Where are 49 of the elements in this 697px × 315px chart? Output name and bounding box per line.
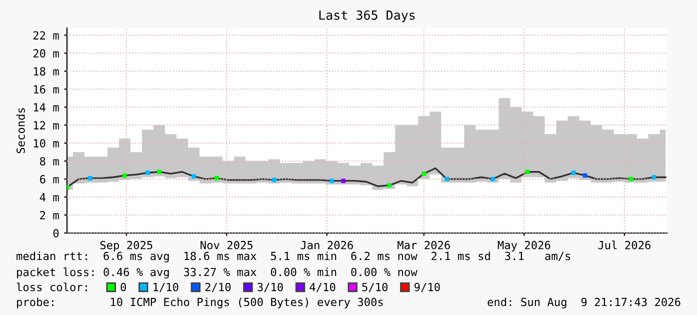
legend-label: 0 [120, 282, 126, 292]
x-tick-label: Jan 2026 [300, 240, 353, 250]
x-tick-label: Sep 2025 [100, 240, 152, 252]
y-tick-label: 0 [53, 229, 59, 238]
y-tick-label: 6 m [40, 175, 59, 184]
y-tick-label: 16 m [34, 85, 59, 94]
point [88, 176, 92, 180]
point [146, 170, 150, 175]
point [341, 178, 346, 184]
x-tick-label: Mar 2026 [398, 240, 450, 250]
legend-label: 2/10 [205, 282, 231, 292]
point [330, 178, 334, 184]
y-tick-label: 22 m [33, 31, 59, 40]
point [525, 170, 530, 174]
text: end: Sun Aug 9 21:17:43 2026 [488, 298, 680, 308]
point [652, 175, 656, 180]
y-tick-label: 2 m [40, 211, 59, 220]
y-tick-label: 10 m [34, 139, 59, 148]
point [444, 176, 450, 182]
legend-label: 9/10 [414, 282, 440, 292]
text: packet loss: 0.46 % avg 33.27 % max 0.00 % min 0.00 % now [17, 268, 418, 278]
x-tick-label: Jul 2026 [598, 240, 650, 250]
y-tick-label: 8 m [40, 157, 59, 166]
point [272, 178, 277, 182]
point [214, 176, 219, 180]
y-tick-label: 18 m [34, 67, 59, 76]
point [192, 174, 196, 179]
point [490, 176, 496, 182]
x-tick-label: Nov 2025 [200, 240, 253, 250]
legend-label: 3/10 [258, 282, 283, 292]
y-tick-label: 14 m [34, 103, 59, 112]
chart-title: Last 365 Days [319, 10, 415, 22]
y-axis-title: Seconds [16, 108, 25, 154]
point [571, 170, 576, 175]
legend-label: 5/10 [362, 282, 388, 292]
point [422, 171, 426, 176]
text: median rtt: 6.6 ms avg 18.6 ms max 5.1 ms min 6.2 ms now 2.1 ms sd 3.1 am/s [16, 252, 570, 262]
line-series [67, 167, 666, 188]
text: probe: 10 ICMP Echo Pings (500 Bytes) every 300s [17, 298, 383, 308]
x-tick-label: May 2026 [498, 240, 550, 252]
legend-label: 4/10 [310, 282, 336, 292]
legend-title: loss color: [16, 282, 87, 292]
y-tick-label: 4 m [40, 193, 59, 202]
legend-label: 1/10 [154, 282, 178, 292]
y-tick-label: 12 m [34, 121, 59, 130]
point [157, 170, 162, 174]
point [122, 173, 127, 178]
y-tick-label: 20 m [33, 49, 59, 58]
point [387, 183, 392, 188]
